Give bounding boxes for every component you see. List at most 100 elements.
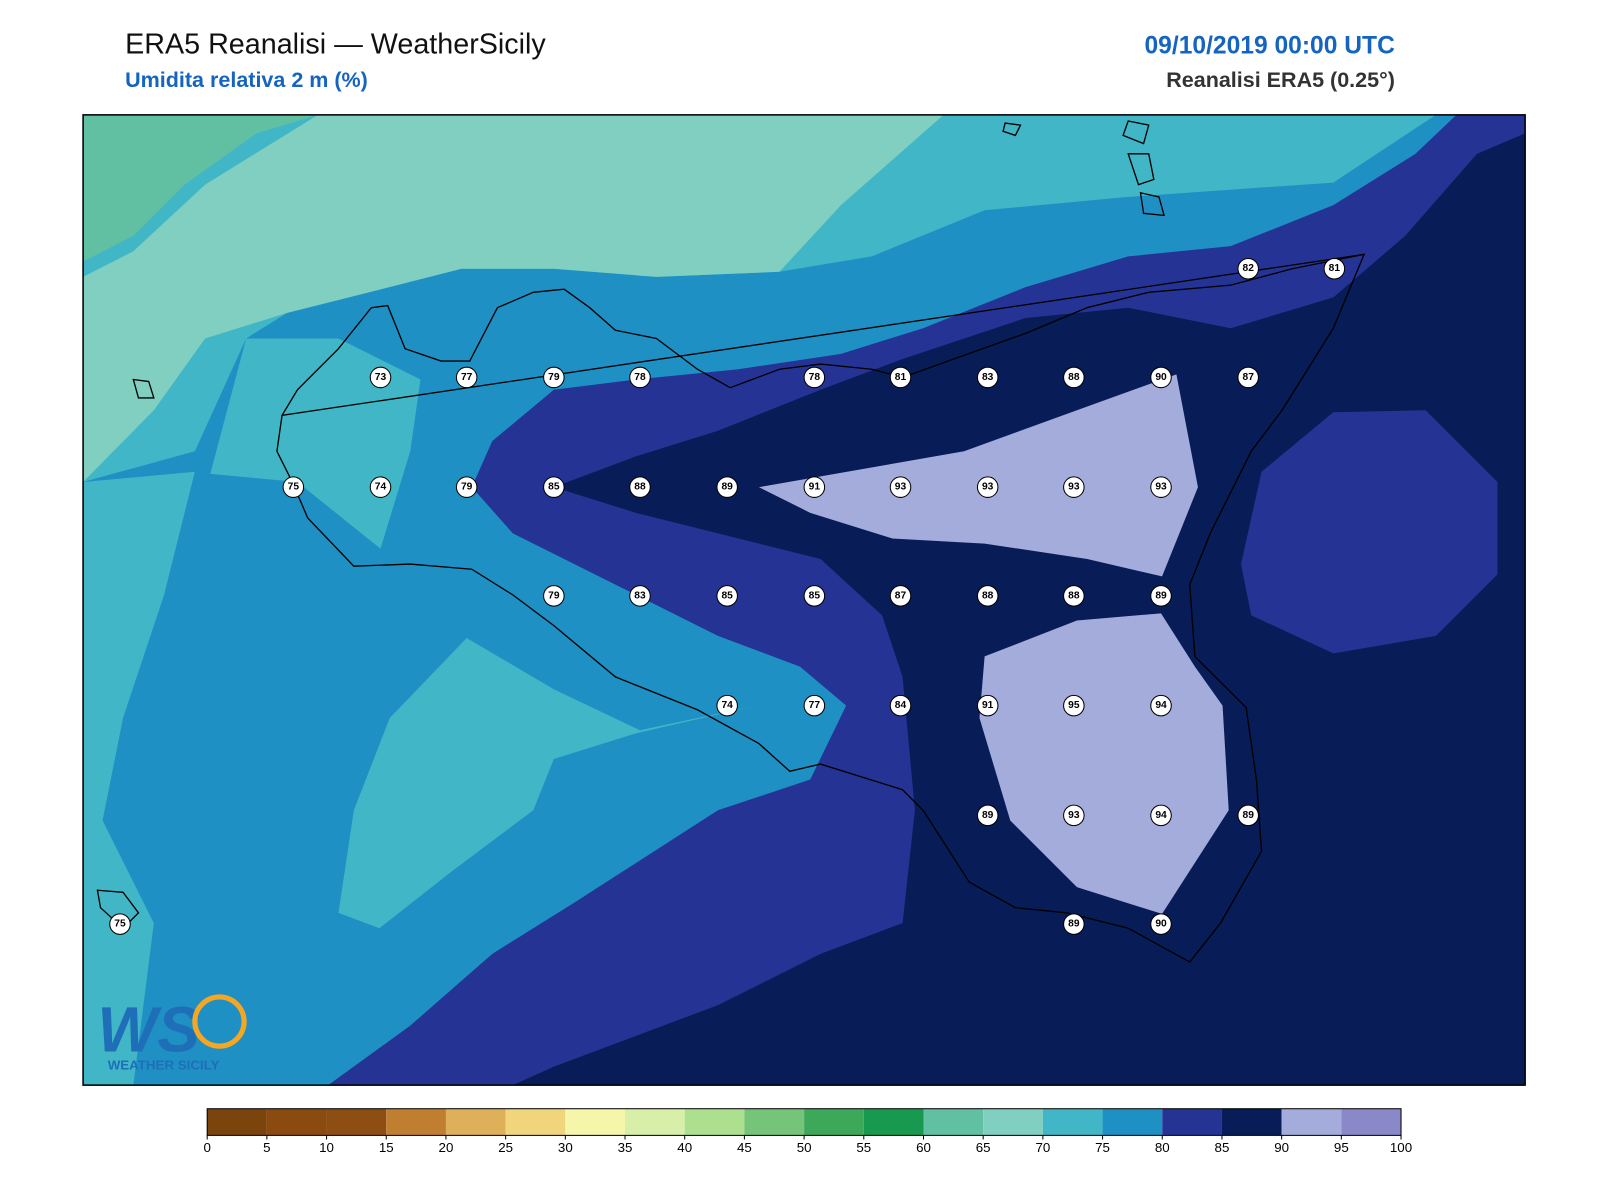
- colorbar-tick-label: 10: [319, 1140, 334, 1155]
- colorbar-tick-label: 65: [976, 1140, 991, 1155]
- station-value: 87: [895, 590, 907, 601]
- datetime: 09/10/2019 00:00 UTC: [1144, 32, 1395, 59]
- station-marker: [1063, 366, 1085, 389]
- colorbar-bin: [1281, 1108, 1342, 1136]
- station-value: 79: [548, 372, 560, 383]
- colorbar-tick-label: 0: [203, 1140, 210, 1155]
- station-marker: [803, 694, 826, 717]
- contour-fill: [979, 613, 1229, 914]
- station-value: 89: [1243, 810, 1255, 821]
- station-value: 93: [1068, 482, 1080, 493]
- station-marker: [543, 476, 565, 498]
- colorbar-tick-label: 40: [677, 1140, 692, 1155]
- station-value: 93: [895, 482, 907, 493]
- station-value: 89: [982, 810, 994, 821]
- colorbar-tick-label: 5: [263, 1140, 270, 1155]
- station-value: 82: [1243, 263, 1255, 274]
- station-marker: [282, 476, 305, 498]
- source: Reanalisi ERA5 (0.25°): [1166, 68, 1395, 92]
- station-value: 75: [114, 919, 126, 930]
- station-marker: [1150, 366, 1172, 389]
- station-value: 74: [721, 700, 733, 711]
- station-marker: [1063, 694, 1085, 717]
- station-marker: [803, 585, 826, 607]
- logo-mark: WS: [97, 994, 199, 1065]
- station-value: 93: [1068, 810, 1080, 821]
- contour-fill: [83, 471, 195, 1086]
- station-marker: [543, 585, 565, 607]
- contour-fill: [83, 114, 318, 262]
- contour-fill: [758, 374, 1198, 577]
- station-value: 88: [1068, 372, 1080, 383]
- station-marker: [976, 585, 999, 607]
- colorbar-bin: [1221, 1108, 1282, 1136]
- station-value: 79: [548, 590, 560, 601]
- station-marker: [109, 913, 131, 935]
- station-value: 95: [1068, 700, 1080, 711]
- colorbar-bin: [1341, 1108, 1402, 1136]
- station-marker: [543, 366, 565, 389]
- colorbar-bin: [625, 1108, 685, 1136]
- station-marker: [1150, 913, 1172, 935]
- station-marker: [1323, 257, 1346, 280]
- station-value: 93: [1155, 482, 1167, 493]
- station-value: 87: [1243, 372, 1255, 383]
- station-value: 85: [809, 590, 821, 601]
- station-marker: [976, 804, 999, 827]
- station-marker: [1237, 804, 1259, 827]
- station-value: 84: [895, 700, 907, 711]
- station-value: 88: [1068, 590, 1080, 601]
- colorbar-tick-label: 35: [618, 1140, 633, 1155]
- colorbar-tick-label: 45: [737, 1140, 752, 1155]
- station-marker: [455, 476, 478, 498]
- title: ERA5 Reanalisi — WeatherSicily: [125, 28, 546, 60]
- colorbar-tick-label: 30: [558, 1140, 573, 1155]
- colorbar-bin: [744, 1108, 805, 1136]
- colorbar-bin: [983, 1108, 1043, 1136]
- station-value: 81: [895, 372, 907, 383]
- contour-layer: [83, 114, 1526, 1086]
- station-marker: [716, 694, 738, 717]
- station-value: 85: [721, 590, 733, 601]
- station-marker: [369, 476, 392, 498]
- colorbar-bin: [863, 1108, 924, 1136]
- colorbar-bin: [266, 1108, 327, 1136]
- station-marker: [889, 694, 912, 717]
- colorbar: 0 5 10 15 20 25 30 35 40 45 50 55 60 65 70 75 80 85 90 95 10…: [203, 1108, 1412, 1155]
- colorbar-bin: [445, 1108, 506, 1136]
- station-value: 91: [809, 482, 821, 493]
- station-marker: [629, 585, 651, 607]
- station-layer: 82 81 73 77 79 78 78 81 83 88 90 87 75 74 79 85 88 89 91 93…: [109, 257, 1346, 935]
- station-value: 79: [461, 482, 473, 493]
- colorbar-tick-label: 15: [379, 1140, 394, 1155]
- station-value: 85: [548, 482, 560, 493]
- station-value: 89: [1068, 919, 1080, 930]
- colorbar-tick-label: 70: [1035, 1140, 1050, 1155]
- colorbar-tick-label: 25: [498, 1140, 513, 1155]
- station-marker: [803, 366, 826, 389]
- station-value: 77: [461, 372, 473, 383]
- contour-fill: [1241, 410, 1498, 654]
- colorbar-bin: [684, 1108, 745, 1136]
- station-marker: [629, 476, 651, 498]
- station-value: 90: [1155, 372, 1167, 383]
- station-value: 74: [375, 482, 387, 493]
- station-marker: [889, 585, 912, 607]
- station-value: 73: [375, 372, 387, 383]
- colorbar-tick-label: 75: [1095, 1140, 1110, 1155]
- colorbar-tick-label: 85: [1215, 1140, 1230, 1155]
- coastline: [96, 120, 1366, 963]
- station-marker: [889, 366, 912, 389]
- station-marker: [976, 366, 999, 389]
- station-marker: [803, 476, 826, 498]
- station-value: 93: [982, 482, 994, 493]
- station-value: 91: [982, 700, 994, 711]
- station-value: 83: [634, 590, 646, 601]
- colorbar-bin: [1162, 1108, 1222, 1136]
- subtitle: Umidita relativa 2 m (%): [125, 68, 368, 92]
- colorbar-tick-label: 60: [916, 1140, 931, 1155]
- station-value: 89: [1155, 590, 1167, 601]
- station-marker: [1063, 913, 1085, 935]
- station-value: 77: [809, 700, 821, 711]
